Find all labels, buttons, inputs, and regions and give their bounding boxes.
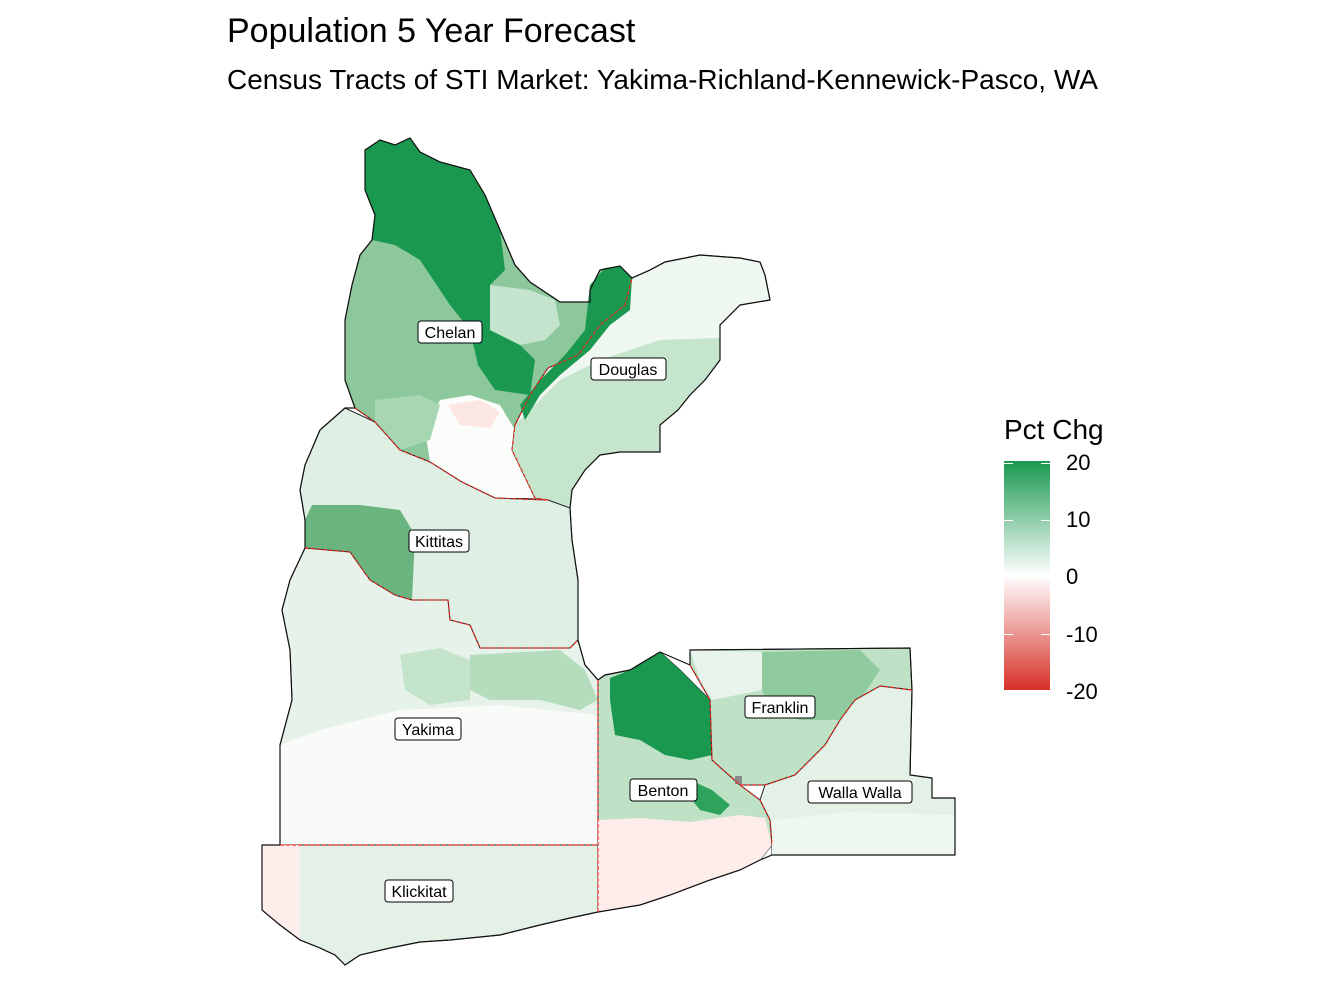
svg-text:Kittitas: Kittitas [415, 534, 463, 551]
county-label-douglas: Douglas [590, 357, 667, 381]
svg-text:Yakima: Yakima [402, 722, 454, 739]
benton-tract-north [610, 652, 712, 760]
douglas-tract-river [520, 266, 632, 420]
chelan-tract-mid [375, 395, 440, 450]
legend-tick-label: -10 [1066, 622, 1098, 647]
svg-text:Douglas: Douglas [599, 362, 658, 379]
chelan-tract-light [490, 285, 560, 345]
map-title: Population 5 Year Forecast [227, 12, 636, 50]
svg-text:Klickitat: Klickitat [391, 884, 447, 901]
county-label-chelan: Chelan [417, 320, 483, 344]
county-label-klickitat: Klickitat [384, 879, 454, 903]
chelan-tract-pink [448, 400, 500, 428]
chelan-tract-north [365, 138, 535, 395]
franklin-tract-nw [690, 650, 762, 700]
yakima-tract-city [400, 648, 470, 705]
county-label-kittitas: Kittitas [408, 529, 470, 553]
legend-color-bar [1004, 461, 1050, 690]
county-label-yakima: Yakima [394, 717, 462, 741]
klickitat-base [261, 844, 599, 966]
county-label-walla-walla: Walla Walla [807, 780, 913, 804]
county-klickitat [261, 844, 599, 966]
county-label-benton: Benton [629, 778, 698, 802]
county-yakima [279, 547, 599, 846]
no-data-tract [735, 776, 742, 784]
walla-walla-tract-south [772, 812, 955, 855]
county-label-franklin: Franklin [744, 695, 816, 719]
map-subtitle: Census Tracts of STI Market: Yakima-Rich… [227, 64, 1098, 95]
county-walla-walla [759, 685, 956, 856]
svg-text:Franklin: Franklin [752, 700, 809, 717]
legend-tick-label: -20 [1066, 679, 1098, 704]
yakima-tract-east [470, 650, 598, 710]
legend-tick-label: 0 [1066, 564, 1079, 589]
svg-text:Chelan: Chelan [425, 325, 476, 342]
benton-tract-south [598, 815, 772, 912]
market-outline [261, 137, 956, 966]
svg-text:Walla Walla: Walla Walla [818, 785, 901, 802]
legend-title: Pct Chg [1004, 414, 1104, 445]
klickitat-tract-west [262, 845, 300, 940]
county-douglas [511, 254, 771, 509]
svg-text:Benton: Benton [638, 783, 689, 800]
legend-tick-label: 20 [1066, 450, 1091, 475]
kittitas-tract-dark [305, 505, 415, 600]
yakima-tract-south [280, 705, 598, 845]
county-chelan [344, 137, 633, 499]
chelan-tract-south [425, 395, 535, 498]
legend-tick-label: 10 [1066, 507, 1091, 532]
county-boundaries [280, 277, 913, 912]
benton-tract-city [688, 780, 730, 815]
douglas-tract-south [512, 338, 720, 508]
